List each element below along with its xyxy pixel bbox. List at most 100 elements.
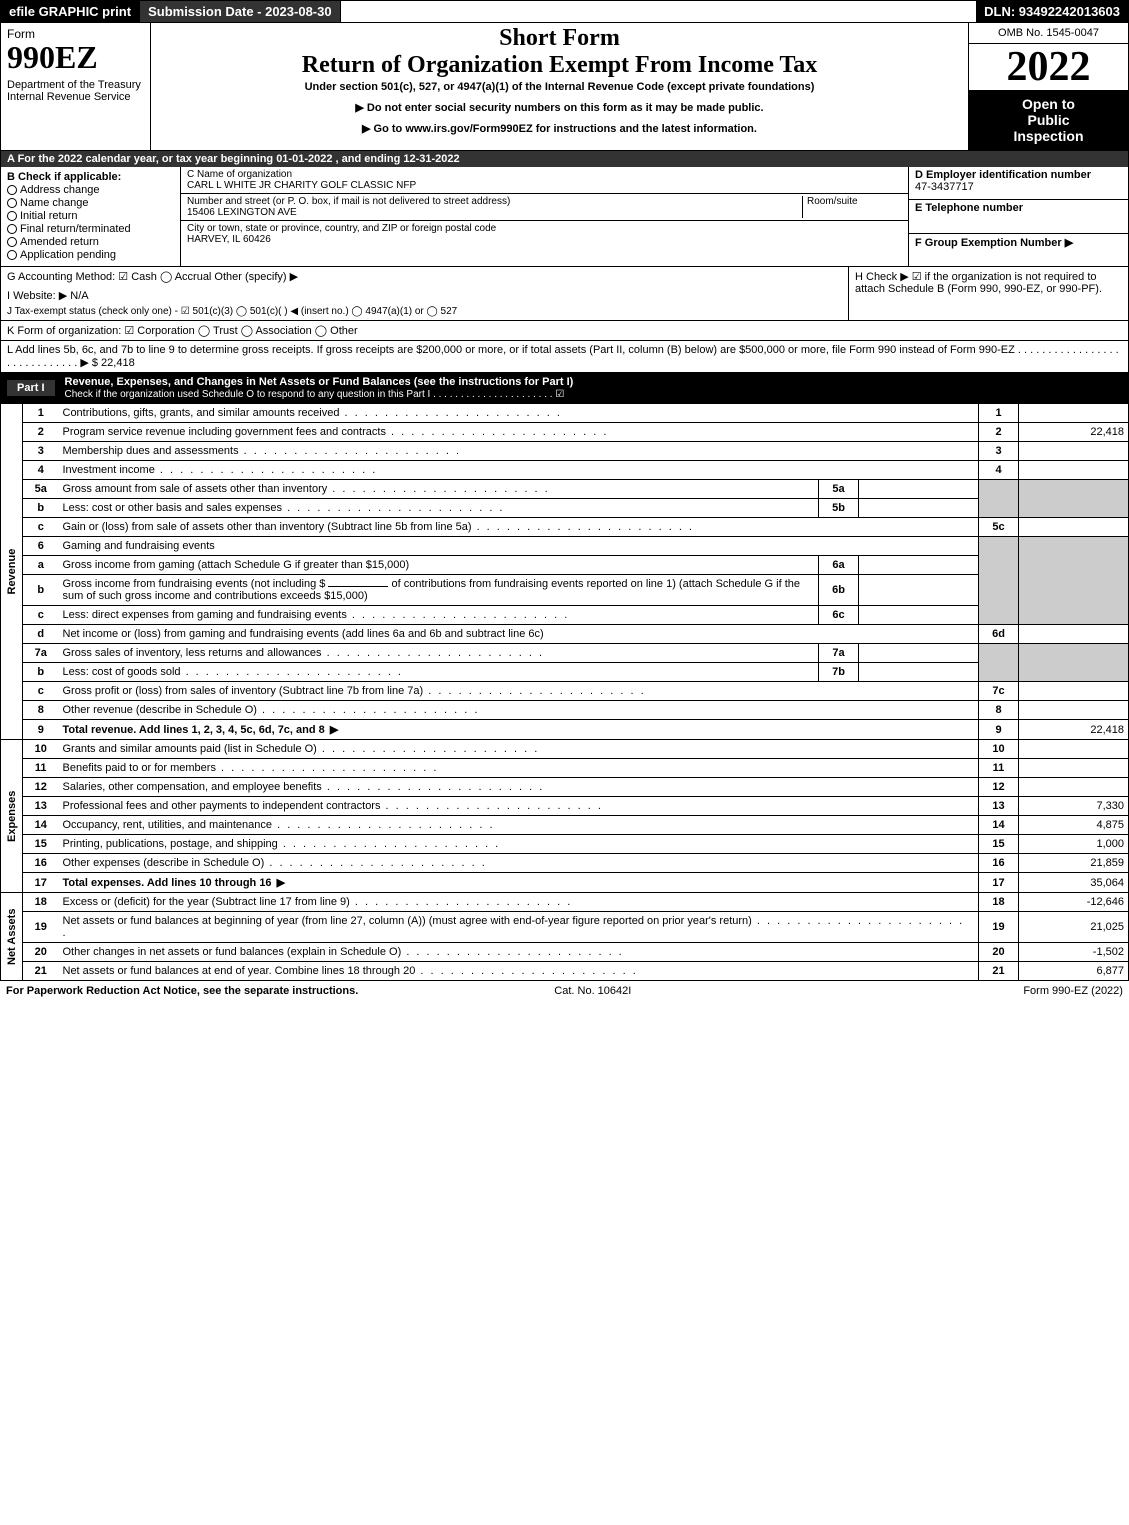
line-1-val xyxy=(1019,404,1129,423)
part-i-header: Part I Revenue, Expenses, and Changes in… xyxy=(0,373,1129,404)
line-9-desc: Total revenue. Add lines 1, 2, 3, 4, 5c,… xyxy=(59,720,979,740)
open-to-public: Open to Public Inspection xyxy=(969,90,1128,150)
short-form-title: Short Form xyxy=(159,25,960,52)
line-8-col: 8 xyxy=(979,701,1019,720)
line-6a-desc: Gross income from gaming (attach Schedul… xyxy=(59,556,819,575)
efile-print-button[interactable]: efile GRAPHIC print xyxy=(1,1,140,22)
line-9-val: 22,418 xyxy=(1019,720,1129,740)
line-6d-desc: Net income or (loss) from gaming and fun… xyxy=(59,625,979,644)
line-16-desc: Other expenses (describe in Schedule O) xyxy=(59,854,979,873)
line-15-desc: Printing, publications, postage, and shi… xyxy=(59,835,979,854)
line-8-desc: Other revenue (describe in Schedule O) xyxy=(59,701,979,720)
line-6b-sub: 6b xyxy=(819,575,859,606)
omb-number: OMB No. 1545-0047 xyxy=(969,23,1128,44)
part-i-title: Revenue, Expenses, and Changes in Net As… xyxy=(65,376,574,388)
header-right: OMB No. 1545-0047 2022 Open to Public In… xyxy=(968,23,1128,150)
line-5c-col: 5c xyxy=(979,518,1019,537)
line-6b-part1: Gross income from fundraising events (no… xyxy=(63,578,326,590)
line-6d-col: 6d xyxy=(979,625,1019,644)
line-13-desc: Professional fees and other payments to … xyxy=(59,797,979,816)
line-17-col: 17 xyxy=(979,873,1019,893)
sidecat-expenses: Expenses xyxy=(1,740,23,893)
section-c: C Name of organization CARL L WHITE JR C… xyxy=(181,167,908,266)
line-21-desc: Net assets or fund balances at end of ye… xyxy=(59,962,979,981)
line-6b-desc: Gross income from fundraising events (no… xyxy=(59,575,819,606)
line-20-col: 20 xyxy=(979,943,1019,962)
k-form-of-org: K Form of organization: ☑ Corporation ◯ … xyxy=(0,321,1129,341)
open-line1: Open to xyxy=(971,96,1126,112)
header-left: Form 990EZ Department of the Treasury In… xyxy=(1,23,151,150)
line-8-val xyxy=(1019,701,1129,720)
g-accounting: G Accounting Method: ☑ Cash ◯ Accrual Ot… xyxy=(7,270,842,283)
line-5a-desc: Gross amount from sale of assets other t… xyxy=(59,480,819,499)
line-2-val: 22,418 xyxy=(1019,423,1129,442)
line-6a-sub: 6a xyxy=(819,556,859,575)
tax-year: 2022 xyxy=(969,44,1128,90)
line-16-val: 21,859 xyxy=(1019,854,1129,873)
sidecat-net-assets: Net Assets xyxy=(1,893,23,981)
form-header: Form 990EZ Department of the Treasury In… xyxy=(0,23,1129,151)
row-g-h: G Accounting Method: ☑ Cash ◯ Accrual Ot… xyxy=(0,267,1129,321)
part-i-label: Part I xyxy=(7,380,55,396)
under-section: Under section 501(c), 527, or 4947(a)(1)… xyxy=(159,81,960,93)
line-14-val: 4,875 xyxy=(1019,816,1129,835)
header-middle: Short Form Return of Organization Exempt… xyxy=(151,23,968,150)
line-11-val xyxy=(1019,759,1129,778)
form-ref: Form 990-EZ (2022) xyxy=(1023,985,1123,997)
part-i-table: Revenue 1 Contributions, gifts, grants, … xyxy=(0,404,1129,981)
line-10-val xyxy=(1019,740,1129,759)
line-6b-subval xyxy=(859,575,979,606)
line-11-col: 11 xyxy=(979,759,1019,778)
line-17-val: 35,064 xyxy=(1019,873,1129,893)
dept-treasury: Department of the Treasury Internal Reve… xyxy=(7,79,144,103)
ein-value: 47-3437717 xyxy=(915,181,1122,193)
chk-final-return[interactable]: Final return/terminated xyxy=(7,223,174,235)
line-13-col: 13 xyxy=(979,797,1019,816)
chk-label: Final return/terminated xyxy=(20,223,131,235)
submission-date: Submission Date - 2023-08-30 xyxy=(140,1,341,22)
return-title: Return of Organization Exempt From Incom… xyxy=(159,52,960,79)
chk-name-change[interactable]: Name change xyxy=(7,197,174,209)
line-7b-subval xyxy=(859,663,979,682)
chk-label: Address change xyxy=(20,184,100,196)
chk-initial-return[interactable]: Initial return xyxy=(7,210,174,222)
chk-amended-return[interactable]: Amended return xyxy=(7,236,174,248)
line-1-col: 1 xyxy=(979,404,1019,423)
e-phone-label: E Telephone number xyxy=(915,202,1122,214)
line-3-val xyxy=(1019,442,1129,461)
org-city: HARVEY, IL 60426 xyxy=(187,234,902,245)
org-name: CARL L WHITE JR CHARITY GOLF CLASSIC NFP xyxy=(187,180,902,191)
chk-address-change[interactable]: Address change xyxy=(7,184,174,196)
line-7b-sub: 7b xyxy=(819,663,859,682)
goto-link[interactable]: ▶ Go to www.irs.gov/Form990EZ for instru… xyxy=(159,122,960,135)
line-5a-sub: 5a xyxy=(819,480,859,499)
org-address: 15406 LEXINGTON AVE xyxy=(187,207,802,218)
room-suite-label: Room/suite xyxy=(802,196,902,218)
line-6a-subval xyxy=(859,556,979,575)
form-number: 990EZ xyxy=(7,41,144,73)
j-tax-exempt: J Tax-exempt status (check only one) - ☑… xyxy=(7,306,842,317)
chk-application-pending[interactable]: Application pending xyxy=(7,249,174,261)
c-city-label: City or town, state or province, country… xyxy=(187,223,902,234)
line-13-val: 7,330 xyxy=(1019,797,1129,816)
line-14-desc: Occupancy, rent, utilities, and maintena… xyxy=(59,816,979,835)
line-5a-subval xyxy=(859,480,979,499)
ln-no: 1 xyxy=(23,404,59,423)
chk-label: Name change xyxy=(20,197,89,209)
line-6c-subval xyxy=(859,606,979,625)
chk-label: Initial return xyxy=(20,210,77,222)
line-6c-desc: Less: direct expenses from gaming and fu… xyxy=(59,606,819,625)
line-5c-desc: Gain or (loss) from sale of assets other… xyxy=(59,518,979,537)
line-12-desc: Salaries, other compensation, and employ… xyxy=(59,778,979,797)
line-5c-val xyxy=(1019,518,1129,537)
part-i-check: Check if the organization used Schedule … xyxy=(65,389,565,400)
c-addr-label: Number and street (or P. O. box, if mail… xyxy=(187,196,802,207)
i-website: I Website: ▶ N/A xyxy=(7,289,842,302)
line-19-val: 21,025 xyxy=(1019,912,1129,943)
line-20-desc: Other changes in net assets or fund bala… xyxy=(59,943,979,962)
top-bar: efile GRAPHIC print Submission Date - 20… xyxy=(0,0,1129,23)
b-label: B Check if applicable: xyxy=(7,171,174,183)
c-name-label: C Name of organization xyxy=(187,169,902,180)
line-1-desc: Contributions, gifts, grants, and simila… xyxy=(59,404,979,423)
line-19-col: 19 xyxy=(979,912,1019,943)
